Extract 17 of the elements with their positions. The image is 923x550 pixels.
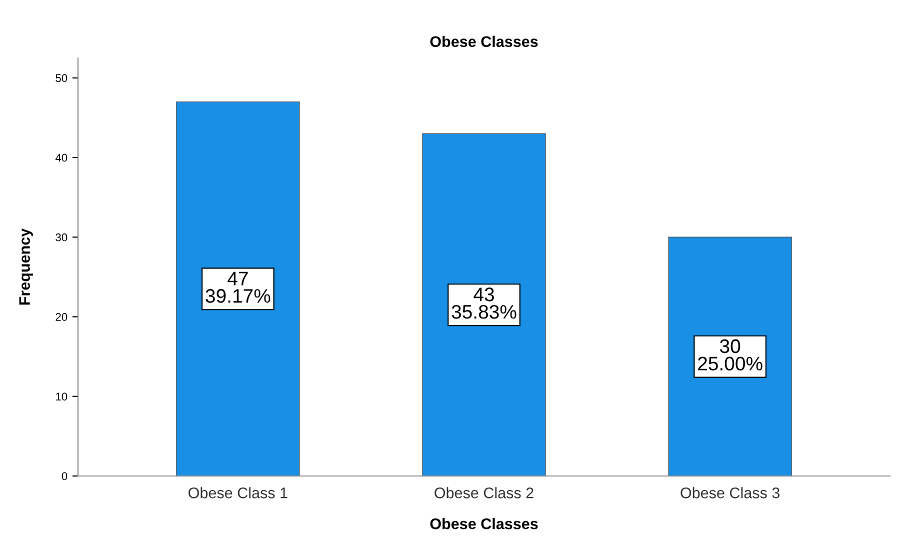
y-tick-label: 10 (56, 392, 68, 401)
chart-title: Obese Classes (430, 36, 538, 48)
bar (422, 133, 546, 476)
data-label: 43 35.83% (452, 288, 516, 319)
y-tick-label: 30 (56, 233, 68, 242)
y-tick-label: 0 (62, 472, 68, 480)
x-tick-label: Obese Class 3 (680, 487, 780, 498)
y-tick-label: 20 (56, 313, 68, 321)
bar (176, 101, 300, 476)
x-tick-label: Obese Class 2 (434, 487, 534, 498)
data-label: 47 39.17% (206, 272, 270, 303)
y-axis-title: Frequency (19, 228, 34, 305)
y-tick-label: 40 (55, 154, 68, 162)
y-tick-label: 50 (56, 74, 68, 82)
data-label: 30 25.00% (698, 339, 762, 370)
x-tick-label: Obese Class 1 (188, 487, 288, 498)
x-axis-title: Obese Classes (430, 518, 538, 530)
